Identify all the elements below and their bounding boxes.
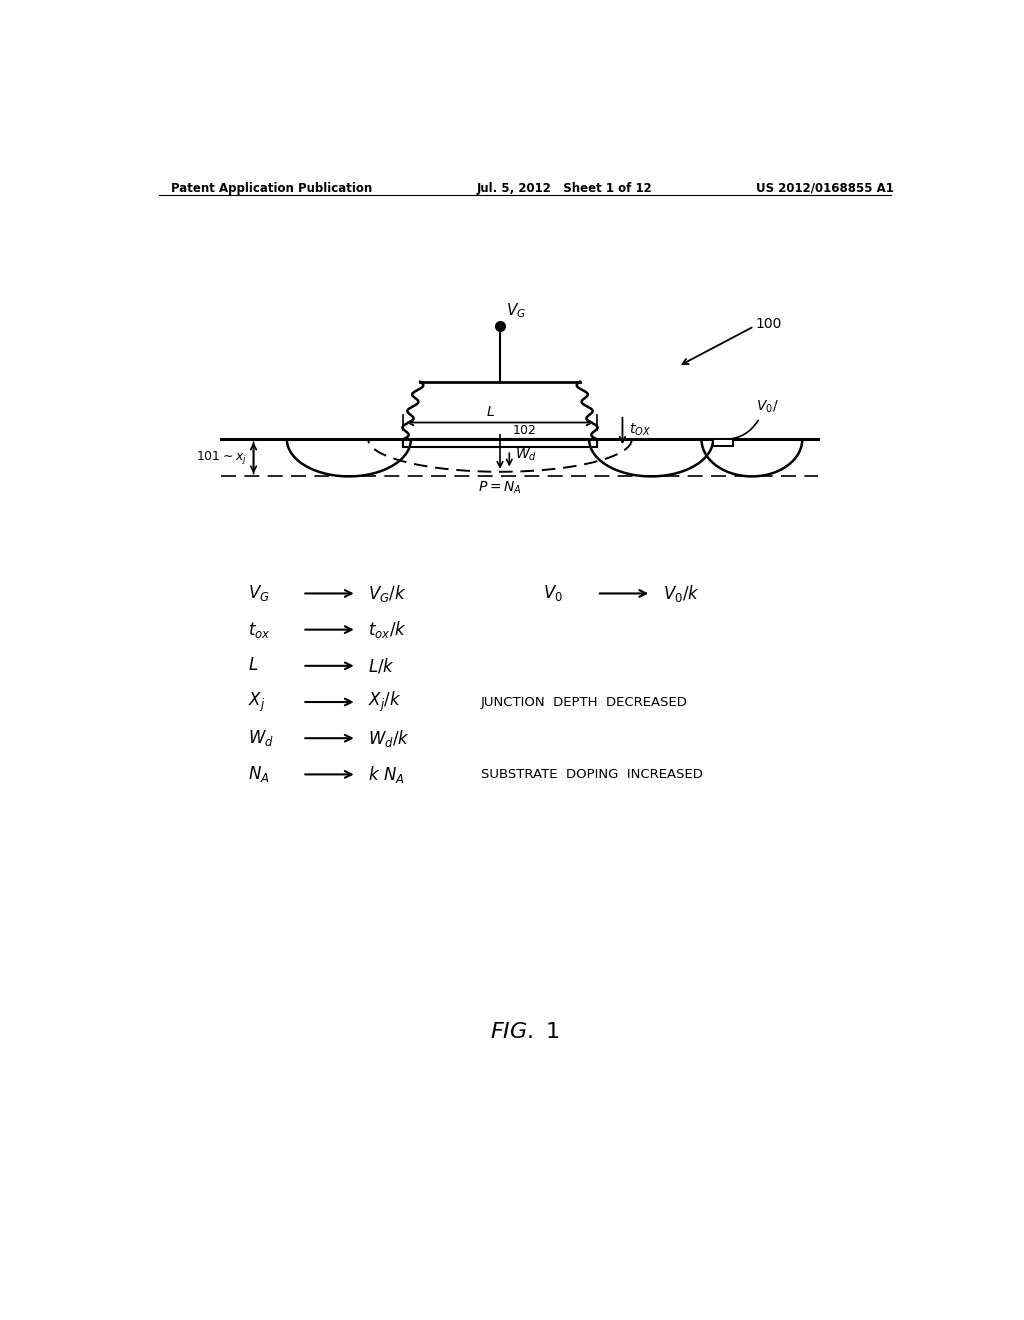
Text: $V_G/k$: $V_G/k$: [369, 583, 407, 605]
Text: $N_A$: $N_A$: [248, 764, 269, 784]
Text: $k\ N_A$: $k\ N_A$: [369, 764, 404, 785]
Text: $V_0/k$: $V_0/k$: [663, 583, 699, 605]
Text: $L$: $L$: [486, 405, 496, 418]
Text: $\mathit{FIG.\ 1}$: $\mathit{FIG.\ 1}$: [490, 1022, 559, 1043]
Text: $L/k$: $L/k$: [369, 656, 395, 676]
Text: $t_{ox}/k$: $t_{ox}/k$: [369, 619, 408, 640]
Text: $V_0$: $V_0$: [543, 583, 562, 603]
Text: $102$: $102$: [512, 424, 537, 437]
Text: $W_d/k$: $W_d/k$: [369, 727, 411, 748]
Text: $X_j/k$: $X_j/k$: [369, 690, 401, 714]
Text: $X_j$: $X_j$: [248, 690, 265, 714]
Text: 100: 100: [756, 317, 782, 331]
Text: SUBSTRATE  DOPING  INCREASED: SUBSTRATE DOPING INCREASED: [480, 768, 702, 781]
Text: $V_0/$: $V_0/$: [756, 399, 778, 414]
Text: $L$: $L$: [248, 657, 258, 675]
Text: Patent Application Publication: Patent Application Publication: [171, 182, 372, 194]
Text: $W_d$: $W_d$: [248, 729, 274, 748]
Text: $V_G$: $V_G$: [506, 301, 526, 321]
Text: $101 \sim x_j$: $101 \sim x_j$: [197, 449, 248, 466]
Text: $P=N_A$: $P=N_A$: [478, 479, 522, 496]
Bar: [713, 440, 732, 446]
Text: $W_d$: $W_d$: [515, 446, 537, 463]
Text: $t_{OX}$: $t_{OX}$: [629, 421, 650, 438]
Text: JUNCTION  DEPTH  DECREASED: JUNCTION DEPTH DECREASED: [480, 696, 687, 709]
Text: $t_{ox}$: $t_{ox}$: [248, 619, 270, 640]
Text: US 2012/0168855 A1: US 2012/0168855 A1: [756, 182, 894, 194]
Text: Jul. 5, 2012   Sheet 1 of 12: Jul. 5, 2012 Sheet 1 of 12: [477, 182, 652, 194]
Text: $V_G$: $V_G$: [248, 583, 270, 603]
